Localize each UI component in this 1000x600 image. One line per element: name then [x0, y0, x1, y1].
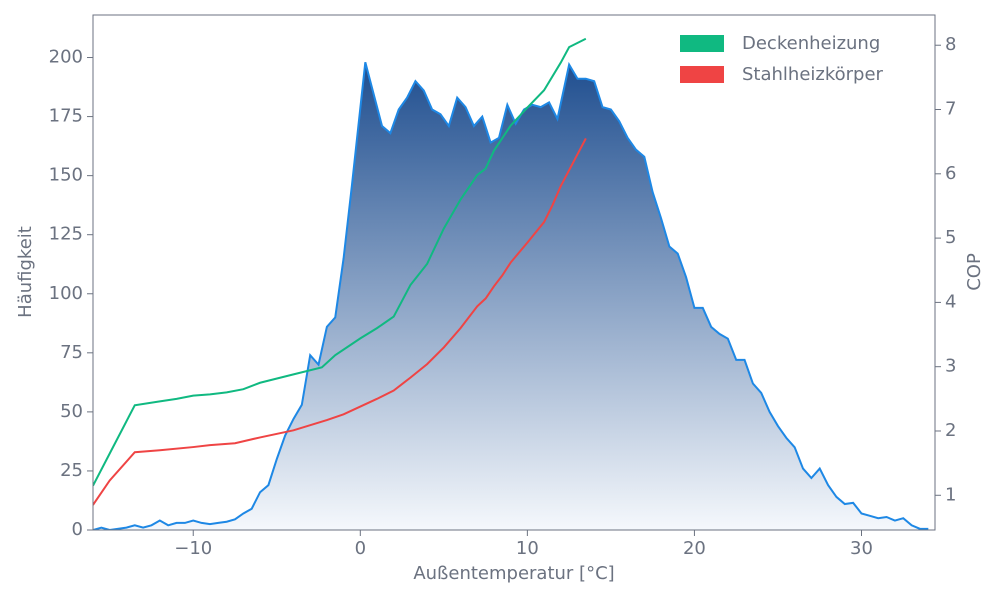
x-axis-label: Außentemperatur [°C]: [413, 563, 614, 584]
x-tick-label: −10: [174, 538, 212, 559]
x-tick-label: 30: [850, 538, 873, 559]
y2-tick-label: 4: [945, 291, 956, 312]
y2-tick-label: 6: [945, 163, 956, 184]
y-tick-label: 150: [49, 165, 83, 186]
y-tick-label: 200: [49, 47, 83, 68]
y-tick-label: 175: [49, 106, 83, 127]
plot-frame: [92, 14, 936, 531]
y2-tick-label: 2: [945, 420, 956, 441]
area-fill: [93, 62, 929, 530]
x-tick-label: 10: [516, 538, 539, 559]
y2-tick-label: 7: [945, 99, 956, 120]
y-tick-label: 125: [49, 224, 83, 245]
y-tick-label: 75: [60, 342, 83, 363]
legend-swatch: [680, 66, 724, 83]
x-tick-label: 0: [355, 538, 366, 559]
y2-tick-label: 5: [945, 227, 956, 248]
y-tick-label: 25: [60, 460, 83, 481]
y2-tick-label: 1: [945, 484, 956, 505]
y2-axis-label: COP: [964, 253, 985, 291]
y-axis-label: Häufigkeit: [15, 226, 36, 318]
legend-swatch: [680, 35, 724, 52]
line: [93, 37, 587, 487]
x-tick-label: 20: [683, 538, 706, 559]
y-tick-label: 0: [72, 519, 83, 540]
y-tick-label: 50: [60, 401, 83, 422]
y2-tick-label: 3: [945, 356, 956, 377]
y2-tick-label: 8: [945, 34, 956, 55]
y-tick-label: 100: [49, 283, 83, 304]
legend-label: Deckenheizung: [742, 33, 880, 54]
line: [93, 137, 587, 506]
plot: [93, 37, 929, 530]
legend-label: Stahlheizkörper: [742, 64, 884, 85]
